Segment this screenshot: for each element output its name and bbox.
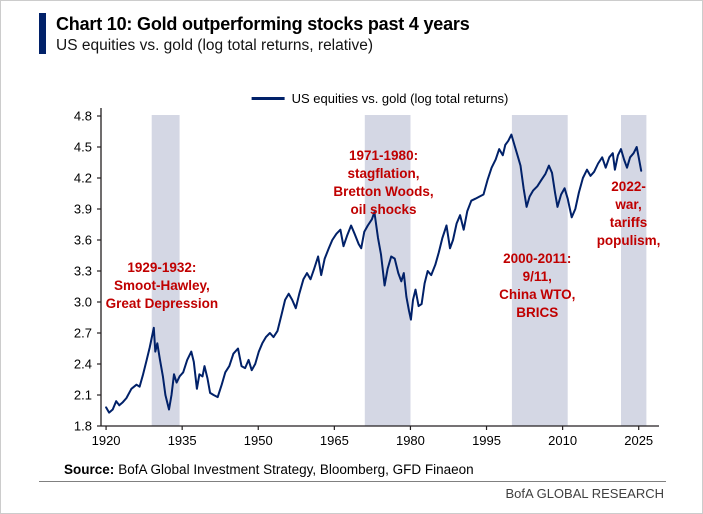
y-tick-label: 3.3 <box>74 264 92 279</box>
title-block: Chart 10: Gold outperforming stocks past… <box>56 13 470 56</box>
source-text: BofA Global Investment Strategy, Bloombe… <box>118 462 474 477</box>
source-line: Source: BofA Global Investment Strategy, … <box>64 462 474 477</box>
footer-divider <box>39 481 666 482</box>
x-tick-label: 1995 <box>472 433 501 448</box>
shaded-band-2022- <box>621 115 647 426</box>
y-tick-label: 3.9 <box>74 202 92 217</box>
x-tick-label: 1935 <box>168 433 197 448</box>
y-tick-label: 4.8 <box>74 109 92 124</box>
bofa-global-research-branding: BofA GLOBAL RESEARCH <box>505 486 664 501</box>
y-tick-label: 4.2 <box>74 171 92 186</box>
y-tick-label: 2.4 <box>74 357 92 372</box>
y-tick-label: 2.7 <box>74 326 92 341</box>
legend-label: US equities vs. gold (log total returns) <box>291 91 509 106</box>
y-tick-label: 3.6 <box>74 233 92 248</box>
chart-subtitle: US equities vs. gold (log total returns,… <box>56 37 374 54</box>
x-tick-label: 2010 <box>548 433 577 448</box>
chart-title: Chart 10: Gold outperforming stocks past… <box>56 14 470 34</box>
legend: US equities vs. gold (log total returns) <box>251 91 509 106</box>
legend-line-swatch <box>251 97 285 100</box>
y-tick-label: 2.1 <box>74 388 92 403</box>
y-tick-label: 4.5 <box>74 140 92 155</box>
x-tick-label: 2025 <box>624 433 653 448</box>
source-label: Source: <box>64 462 115 477</box>
series-line-us-equities-vs-gold <box>105 133 643 414</box>
x-tick-label: 1965 <box>320 433 349 448</box>
title-accent-bar <box>39 13 46 54</box>
y-tick-label: 3.0 <box>74 295 92 310</box>
x-tick-label: 1950 <box>244 433 273 448</box>
x-tick-label: 1920 <box>92 433 121 448</box>
chart-header: Chart 10: Gold outperforming stocks past… <box>39 13 470 56</box>
y-tick-label: 1.8 <box>74 419 92 434</box>
x-tick-label: 1980 <box>396 433 425 448</box>
